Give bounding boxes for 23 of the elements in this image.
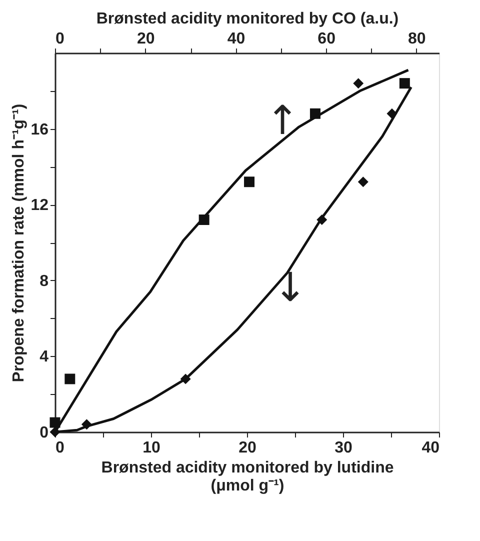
- x-axis-title: Brønsted acidity monitored by lutidine (μmol g⁻¹): [101, 460, 394, 494]
- y-axis-title: Propene formation rate (mmol h⁻¹g⁻¹): [10, 104, 28, 382]
- x-tick-label: 0: [56, 440, 64, 456]
- y-tick-label: 12: [30, 197, 49, 214]
- y-tick-label: 4: [40, 348, 49, 366]
- x-tick-label: 20: [238, 440, 256, 456]
- point: [353, 78, 364, 89]
- point: [358, 176, 368, 188]
- x-tick-label: 30: [334, 440, 352, 456]
- y-tick-label: 16: [30, 121, 49, 138]
- x2-tick-label: 40: [227, 30, 246, 48]
- x2-axis-title: Brønsted acidity monitored by CO (a.u.): [96, 10, 399, 28]
- x2-tick-label: 20: [136, 30, 155, 48]
- x2-tick-label: 80: [408, 30, 426, 48]
- y-tick-label: 0: [40, 424, 49, 442]
- x2-tick-label: 60: [318, 30, 336, 48]
- annotation: ↓: [273, 265, 307, 312]
- point: [50, 426, 60, 438]
- x2-tick-label: 0: [56, 30, 64, 48]
- annotation: ↑: [266, 98, 300, 144]
- x-tick-label: 10: [142, 440, 160, 456]
- y-tick-label: 8: [40, 272, 49, 290]
- x-tick-label: 40: [422, 440, 440, 456]
